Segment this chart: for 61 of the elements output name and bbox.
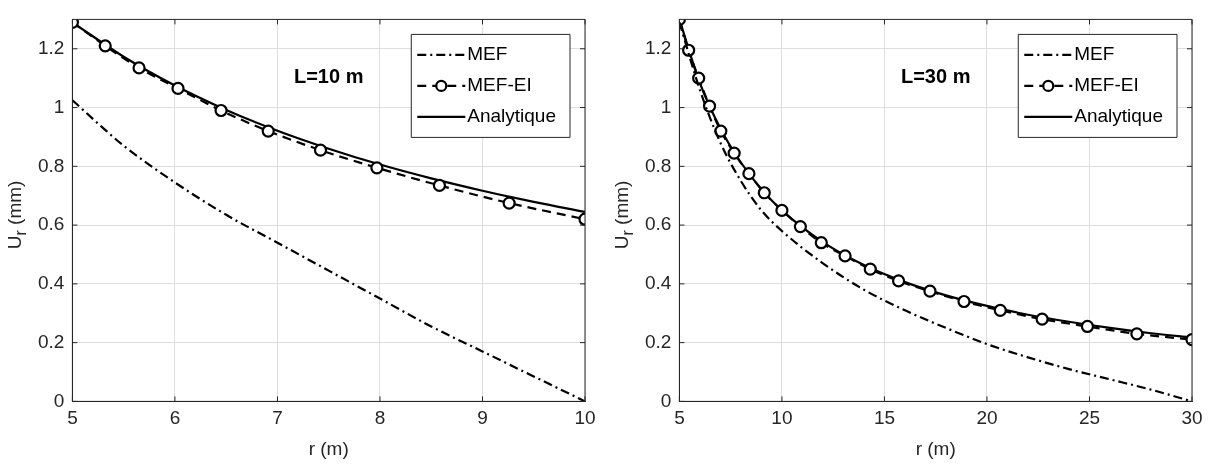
point	[957, 294, 971, 309]
legend-label: MEF-EI	[1074, 74, 1139, 96]
point	[814, 236, 828, 250]
x-tick-label: 25	[1078, 407, 1101, 429]
point	[838, 249, 852, 263]
point	[775, 203, 789, 217]
point	[1080, 319, 1095, 334]
x-tick-label: 20	[976, 407, 998, 429]
y-tick-label: 0.8	[37, 154, 65, 176]
y-tick-label: 0.8	[644, 154, 672, 176]
y-tick-label: 1	[660, 95, 672, 117]
point	[502, 196, 516, 210]
point	[1035, 312, 1049, 326]
point	[863, 262, 877, 276]
point	[702, 99, 717, 113]
x-tick-label: 6	[169, 407, 181, 429]
y-tick-label: 0.2	[37, 330, 65, 352]
point	[1130, 327, 1144, 341]
x-tick-label: 9	[477, 407, 488, 429]
x-tick-label: 10	[574, 407, 596, 429]
x-axis-title: r (m)	[915, 437, 956, 459]
point	[742, 167, 756, 181]
y-tick-label: 0	[660, 389, 672, 411]
y-tick-label: 1.2	[37, 37, 65, 59]
point	[793, 219, 807, 234]
point	[993, 303, 1007, 317]
x-tick-label: 30	[1181, 407, 1203, 429]
x-tick-label: 8	[374, 407, 386, 429]
point	[214, 103, 228, 118]
legend-label: MEF-EI	[467, 74, 532, 96]
point	[370, 161, 384, 175]
y-tick-label: 0.4	[37, 272, 65, 294]
x-tick-label: 5	[674, 407, 685, 429]
legend-label: MEF	[467, 43, 508, 65]
annotation: L=30 m	[900, 64, 971, 87]
x-tick-label: 7	[272, 407, 283, 429]
point	[98, 39, 112, 53]
point	[313, 143, 328, 157]
y-tick-label: 1	[53, 95, 65, 117]
point	[432, 178, 447, 193]
x-tick-label: 15	[873, 407, 896, 429]
point	[261, 124, 275, 138]
point	[727, 146, 741, 160]
x-tick-label: 10	[771, 407, 793, 429]
y-tick-label: 0.2	[644, 330, 672, 352]
x-tick-label: 5	[67, 407, 78, 429]
legend-label: Analytique	[1074, 105, 1164, 127]
point	[132, 61, 146, 75]
point	[892, 274, 906, 288]
x-axis-title: r (m)	[308, 437, 349, 459]
y-tick-label: 1.2	[644, 37, 672, 59]
y-tick-label: 0.6	[644, 213, 672, 235]
y-tick-label: 0	[53, 389, 65, 411]
point	[923, 284, 937, 298]
point	[171, 81, 185, 96]
point	[757, 186, 771, 200]
legend-label: Analytique	[467, 105, 557, 127]
y-tick-label: 0.6	[37, 213, 65, 235]
legend-label: MEF	[1074, 43, 1115, 65]
y-tick-label: 0.4	[644, 272, 672, 294]
annotation: L=10 m	[293, 64, 364, 87]
